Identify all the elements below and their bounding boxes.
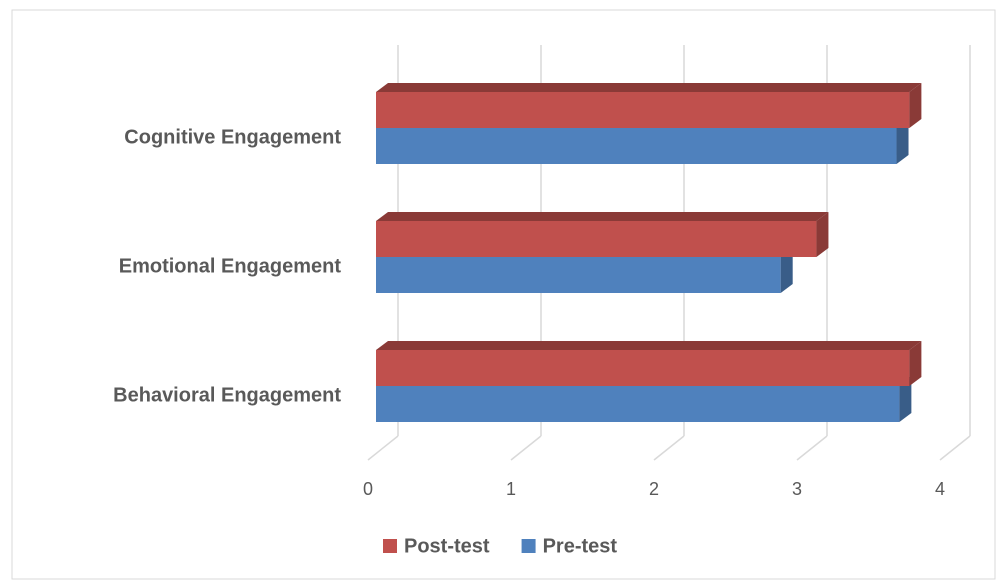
- bar: [376, 92, 910, 128]
- bar-side: [909, 83, 922, 128]
- bar-side: [909, 341, 922, 386]
- y-tick-label: Behavioral Engagement: [113, 384, 341, 406]
- bar-side: [816, 212, 829, 257]
- bar-top: [376, 212, 829, 221]
- bar: [376, 221, 817, 257]
- bar-top: [376, 341, 922, 350]
- x-tick-label: 2: [649, 479, 659, 499]
- bar-side: [780, 248, 793, 293]
- bar: [376, 350, 910, 386]
- bar-side: [896, 119, 909, 164]
- bar-top: [376, 83, 922, 92]
- bar: [376, 386, 900, 422]
- bar: [376, 257, 781, 293]
- floor-line: [939, 435, 971, 461]
- x-tick-label: 1: [506, 479, 516, 499]
- x-tick-label: 3: [792, 479, 802, 499]
- floor-line: [367, 435, 399, 461]
- x-tick-label: 0: [363, 479, 373, 499]
- y-tick-label: Cognitive Engagement: [124, 126, 341, 148]
- bar-side: [899, 377, 912, 422]
- legend-swatch: [383, 539, 397, 553]
- x-tick-label: 4: [935, 479, 945, 499]
- floor-line: [796, 435, 828, 461]
- legend-label: Pre-test: [543, 535, 618, 557]
- floor-line: [510, 435, 542, 461]
- y-tick-label: Emotional Engagement: [119, 255, 342, 277]
- legend-label: Post-test: [404, 535, 490, 557]
- bar: [376, 128, 897, 164]
- floor-line: [653, 435, 685, 461]
- legend-swatch: [521, 539, 536, 553]
